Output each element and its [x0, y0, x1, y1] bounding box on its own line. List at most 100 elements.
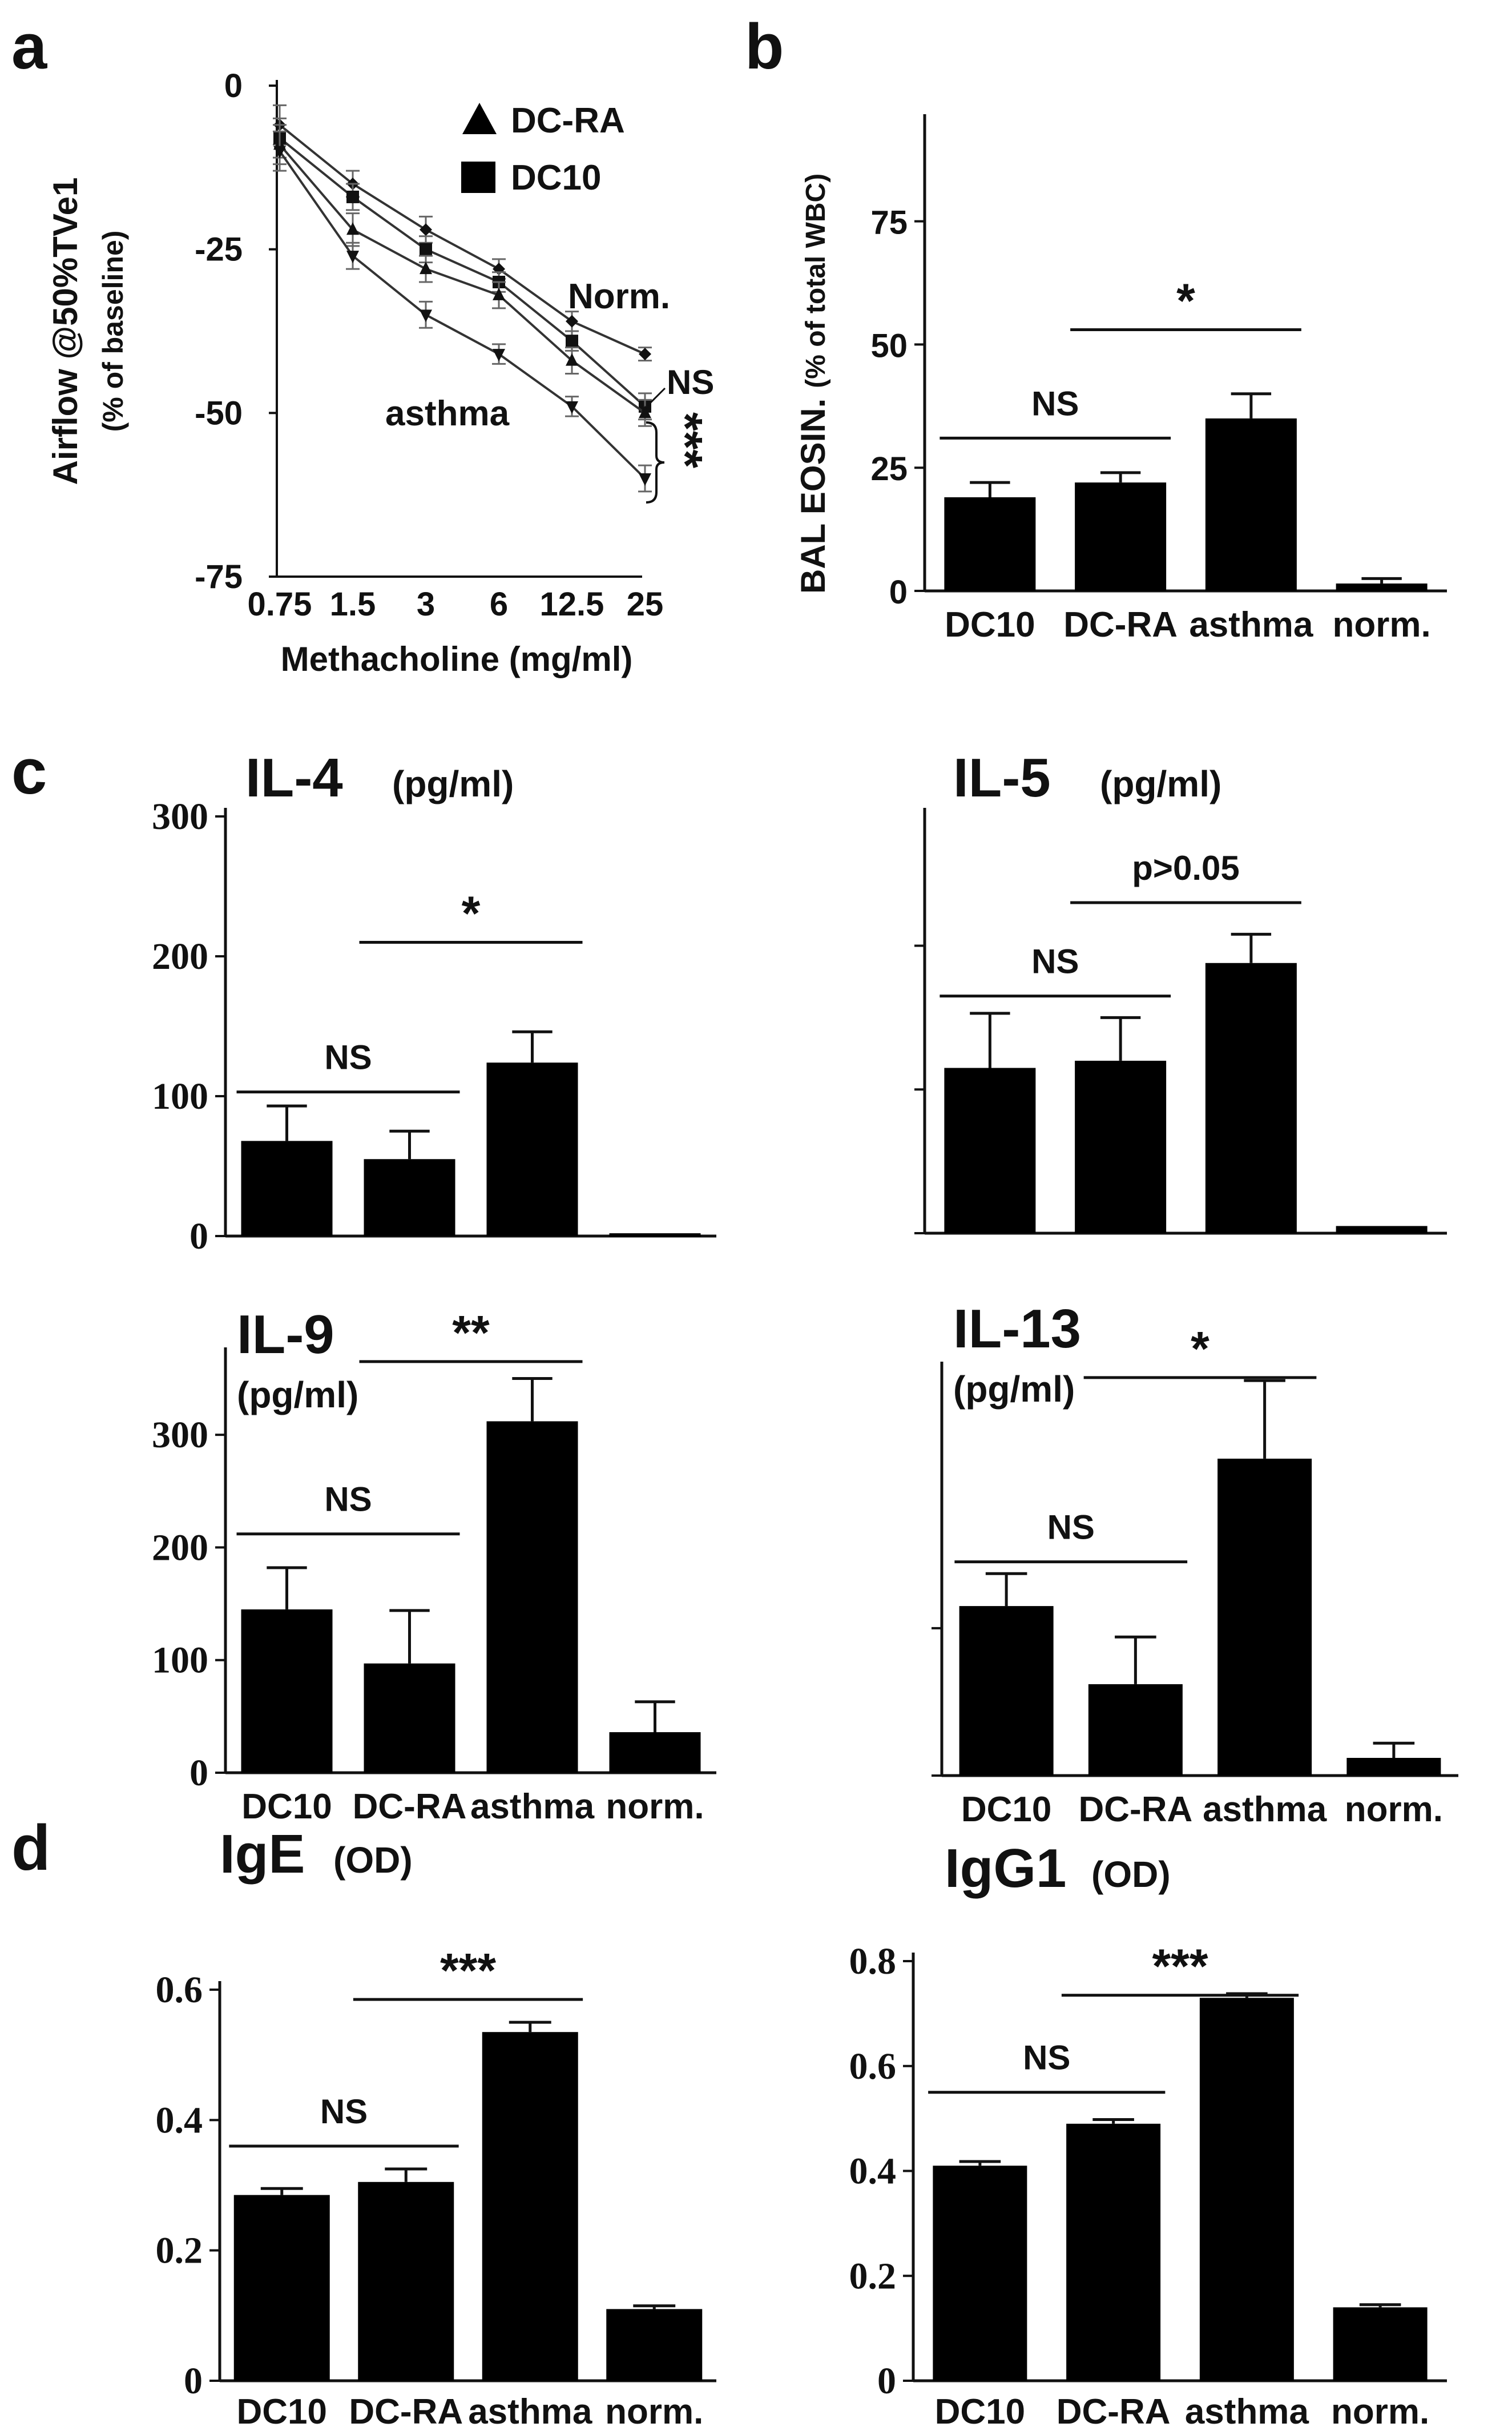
x-tick-label: 1.5 — [330, 586, 376, 623]
y-tick-label: 0.6 — [156, 1969, 203, 2011]
bar-norm. — [1346, 1758, 1441, 1776]
category-label: DC-RA — [353, 1787, 467, 1826]
y-tick-label: 0 — [189, 1752, 208, 1794]
point-diamond — [566, 315, 578, 328]
significance-label: *** — [1152, 1939, 1208, 1993]
y-tick-label: 0.2 — [156, 2230, 203, 2272]
y-tick-label: 300 — [152, 796, 208, 838]
chart-unit: (pg/ml) — [1100, 763, 1221, 804]
bar-asthma — [486, 1421, 578, 1773]
y-tick-label: 0.2 — [849, 2255, 897, 2297]
point-down-triangle — [346, 251, 359, 264]
category-label: DC-RA — [1063, 605, 1178, 645]
bar-DC10 — [944, 1068, 1036, 1233]
point-down-triangle — [273, 146, 286, 159]
category-label: norm. — [1333, 605, 1431, 645]
x-axis-label: Methacholine (mg/ml) — [281, 640, 633, 678]
bar-DC10 — [933, 2166, 1027, 2381]
point-triangle — [346, 222, 359, 235]
bar-norm. — [609, 1732, 701, 1773]
y-tick-label: 50 — [870, 327, 908, 364]
significance-label: *** — [440, 1943, 496, 1997]
chart-a: 0 -25 -50 -750.75 1.5 3 6 12.5 25 DC-RA DC10 Norm. a… — [46, 67, 714, 678]
chart-d-igg1: 0 0.2 0.4 0.6 0.8 DC10 DC-RA asthma norm. NS *** Ig… — [849, 1838, 1447, 2431]
category-label: DC10 — [945, 605, 1035, 645]
y-tick-label: 75 — [870, 204, 908, 242]
bar-asthma — [1217, 1458, 1312, 1776]
legend-label: DC10 — [511, 158, 602, 198]
significance-label: NS — [324, 1480, 372, 1519]
significance-label: NS — [1031, 943, 1079, 981]
category-label: DC10 — [935, 2392, 1026, 2431]
bar-DC-RA — [358, 2182, 454, 2381]
y-tick-label: 100 — [152, 1076, 208, 1117]
bar-DC10 — [959, 1606, 1054, 1776]
category-label: asthma — [468, 2392, 592, 2431]
category-label: DC-RA — [1079, 1790, 1193, 1829]
y-tick-label: 0.4 — [156, 2099, 203, 2141]
y-tick-label: 0 — [877, 2360, 896, 2402]
bar-asthma — [1199, 1998, 1294, 2381]
point-square — [566, 335, 578, 348]
y-tick-label: -50 — [195, 395, 243, 432]
y-tick-label: 0 — [224, 67, 243, 104]
bar-DC10 — [241, 1609, 333, 1773]
point-diamond — [420, 223, 432, 236]
chart-unit: (OD) — [1091, 1854, 1171, 1895]
chart-unit: (pg/ml) — [237, 1374, 358, 1415]
significance-label: NS — [1047, 1508, 1095, 1547]
point-triangle — [420, 261, 432, 275]
point-triangle — [566, 353, 578, 366]
significance-label: NS — [324, 1039, 372, 1077]
bar-asthma — [482, 2032, 578, 2381]
legend-triangle-icon — [462, 103, 497, 134]
point-triangle — [639, 405, 651, 418]
annotation-asthma: asthma — [385, 394, 510, 433]
y-axis-label-main: BAL EOSIN. — [794, 399, 832, 594]
series-line — [279, 143, 646, 414]
bar-DC-RA — [1066, 2123, 1161, 2381]
y-tick-label: -75 — [195, 558, 243, 595]
y-axis-label-unit: (% of total WBC) — [801, 174, 831, 388]
y-tick-label: 100 — [152, 1640, 208, 1681]
bar-DC-RA — [364, 1159, 455, 1236]
category-label: norm. — [1331, 2392, 1429, 2431]
category-label: norm. — [1345, 1790, 1443, 1829]
chart-title: IL-4 — [245, 747, 343, 808]
series-line — [279, 137, 646, 408]
bar-asthma — [1205, 963, 1297, 1233]
x-tick-label: 12.5 — [540, 586, 604, 623]
bar-asthma — [486, 1062, 578, 1236]
significance-label: ** — [452, 1306, 490, 1359]
chart-c-il4: 0 100 200 300 NS * IL-4 (pg/ml) — [152, 747, 716, 1257]
chart-b: 0 25 50 75 DC10 DC-RA asthma norm. NS * — [870, 114, 1447, 645]
y-tick-label: 0.8 — [849, 1941, 897, 1982]
y-tick-label: 25 — [870, 450, 908, 488]
chart-d-ige: 0 0.2 0.4 0.6 DC10 DC-RA asthma norm. NS *** IgE (O… — [156, 1824, 716, 2431]
bar-DC10 — [944, 497, 1036, 591]
significance-label: * — [1176, 274, 1195, 328]
series-line — [279, 124, 646, 355]
significance-label: * — [1191, 1322, 1209, 1375]
annotation-pointer — [641, 387, 666, 412]
point-down-triangle — [420, 309, 432, 323]
bar-norm. — [1336, 1226, 1428, 1233]
point-down-triangle — [639, 473, 651, 486]
x-tick-label: 0.75 — [248, 586, 312, 623]
bar-DC-RA — [1075, 482, 1167, 591]
y-tick-label: 0.6 — [849, 2046, 897, 2087]
bar-DC-RA — [364, 1663, 455, 1773]
chart-title: IgE — [220, 1824, 305, 1885]
chart-title: IL-13 — [953, 1298, 1081, 1359]
chart-c-il13: DC10 DC-RA asthma norm. NS * IL-13 (pg/ml) — [932, 1298, 1458, 1829]
y-tick-label: 0 — [189, 1216, 208, 1257]
bar-norm. — [1336, 583, 1428, 591]
y-axis-label: BAL EOSIN. (% of total WBC) — [794, 174, 832, 594]
y-tick-label: 200 — [152, 936, 208, 977]
bar-DC-RA — [1088, 1684, 1183, 1776]
category-label: DC-RA — [1057, 2392, 1171, 2431]
y-tick-label: 200 — [152, 1527, 208, 1568]
x-tick-label: 6 — [490, 586, 508, 623]
point-square — [346, 190, 359, 203]
y-tick-label: 0.4 — [849, 2151, 897, 2192]
